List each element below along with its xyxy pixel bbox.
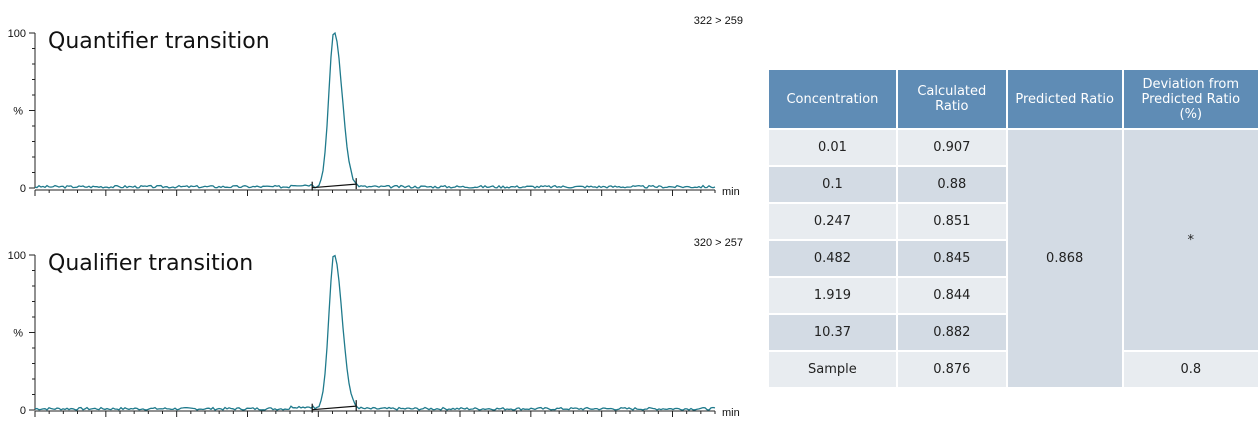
cell-calculated-ratio: 0.88 bbox=[897, 167, 1006, 202]
header-predicted-ratio: Predicted Ratio bbox=[1007, 70, 1122, 128]
transition-label: 322 > 259 bbox=[694, 15, 743, 27]
table-row: 10.37 0.882 bbox=[769, 315, 1258, 350]
table-row: 0.01 0.907 0.868 * bbox=[769, 130, 1258, 387]
cell-deviation-standards: * bbox=[1123, 130, 1258, 350]
cell-concentration: 0.01 bbox=[769, 130, 896, 165]
table-row: 0.1 0.88 bbox=[769, 167, 1258, 202]
cell-calculated-ratio: 0.851 bbox=[897, 204, 1006, 239]
cell-calculated-ratio: 0.845 bbox=[897, 241, 1006, 276]
y-tick-label: 0 bbox=[20, 183, 26, 195]
y-axis-label: % bbox=[13, 328, 23, 340]
chart-title: Quantifier transition bbox=[48, 29, 270, 54]
cell-calculated-ratio: 0.882 bbox=[897, 315, 1006, 350]
cell-concentration: 0.247 bbox=[769, 204, 896, 239]
cell-sample-calculated: 0.876 bbox=[897, 352, 1006, 387]
cell-calculated-ratio: 0.844 bbox=[897, 278, 1006, 313]
x-axis-label: min bbox=[722, 407, 740, 419]
y-tick-label: 100 bbox=[8, 250, 26, 262]
table-row: 0.482 0.845 bbox=[769, 241, 1258, 276]
integration-baseline bbox=[312, 183, 357, 189]
x-axis-label: min bbox=[722, 186, 740, 198]
table-row: 0.247 0.851 bbox=[769, 204, 1258, 239]
y-tick-label: 100 bbox=[8, 28, 26, 40]
cell-sample-deviation: 0.8 bbox=[1123, 352, 1258, 387]
chromatogram-trace bbox=[34, 31, 716, 189]
chart-title: Qualifier transition bbox=[48, 251, 253, 276]
header-deviation: Deviation from Predicted Ratio (%) bbox=[1123, 70, 1258, 128]
chromatogram-panel: 100 0% min Quantifier transition 322 > 259 10… bbox=[8, 15, 743, 419]
header-calculated-ratio: Calculated Ratio bbox=[897, 70, 1006, 128]
cell-concentration: 10.37 bbox=[769, 315, 896, 350]
transition-label: 320 > 257 bbox=[694, 237, 743, 249]
cell-sample-label: Sample bbox=[769, 352, 896, 387]
cell-concentration: 1.919 bbox=[769, 278, 896, 313]
integration-baseline bbox=[312, 405, 357, 411]
ion-ratio-table: Concentration Calculated Ratio Predicted… bbox=[767, 68, 1260, 389]
table-row: 1.919 0.844 bbox=[769, 278, 1258, 313]
chromatogram-trace bbox=[34, 254, 716, 411]
y-axis-label: % bbox=[13, 106, 23, 118]
cell-concentration: 0.1 bbox=[769, 167, 896, 202]
header-concentration: Concentration bbox=[769, 70, 896, 128]
table-header-row: Concentration Calculated Ratio Predicted… bbox=[769, 70, 1258, 128]
cell-calculated-ratio: 0.907 bbox=[897, 130, 1006, 165]
y-tick-label: 0 bbox=[20, 405, 26, 417]
cell-predicted-ratio: 0.868 bbox=[1007, 130, 1122, 387]
cell-concentration: 0.482 bbox=[769, 241, 896, 276]
table-row-sample: Sample 0.876 0.8 bbox=[769, 352, 1258, 387]
chromatogram-svg: 100 0% min Quantifier transition 322 > 259 10… bbox=[8, 15, 743, 419]
